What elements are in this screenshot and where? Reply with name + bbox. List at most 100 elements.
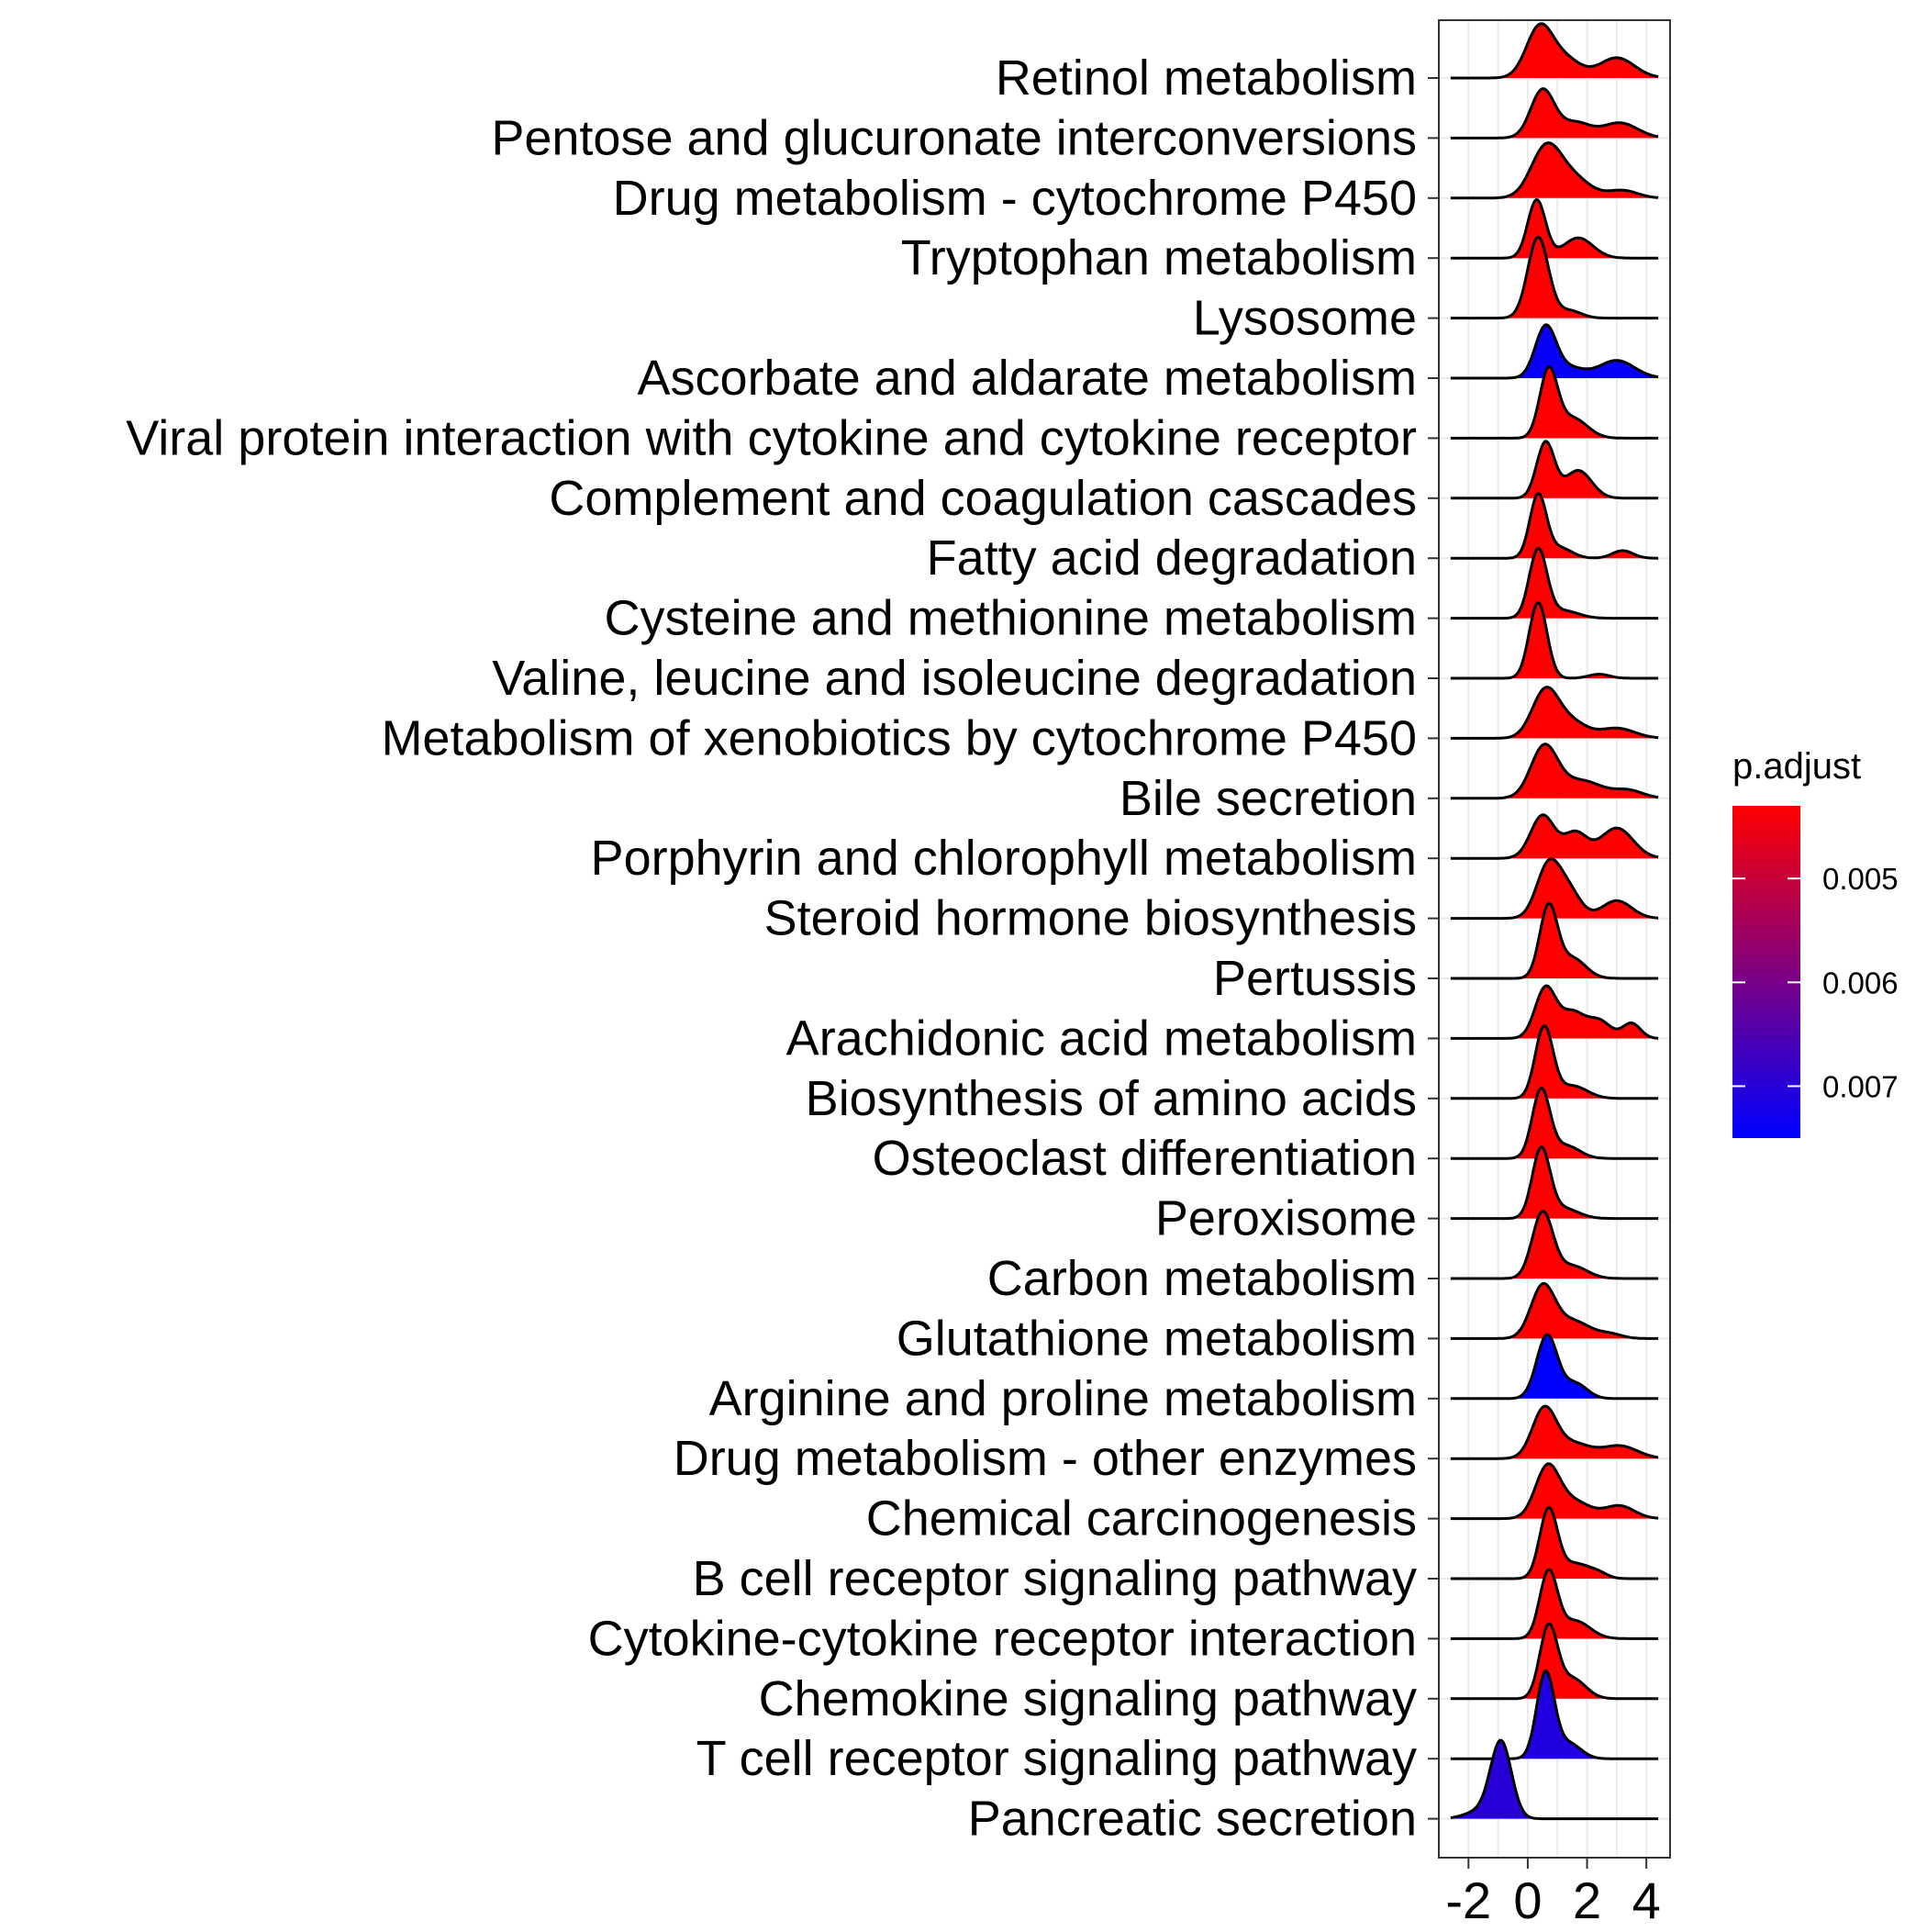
y-tick-label: Porphyrin and chlorophyll metabolism bbox=[591, 831, 1417, 886]
ridge-area bbox=[1450, 548, 1659, 619]
legend-title: p.adjust bbox=[1732, 746, 1861, 787]
x-tick-label: -2 bbox=[1445, 1871, 1491, 1927]
ridge-area bbox=[1450, 1740, 1659, 1819]
ridge-group bbox=[1450, 601, 1659, 680]
y-tick-label: Complement and coagulation cascades bbox=[549, 471, 1417, 526]
ridge-area bbox=[1450, 903, 1659, 978]
y-tick-label: Osteoclast differentiation bbox=[873, 1131, 1417, 1186]
y-tick-label: Bile secretion bbox=[1119, 771, 1417, 826]
ridge-outline bbox=[1450, 1333, 1659, 1401]
ridge-outline bbox=[1450, 440, 1659, 500]
ridge-group bbox=[1450, 236, 1659, 320]
y-tick-label: Pancreatic secretion bbox=[968, 1792, 1417, 1847]
ridge-outline bbox=[1450, 984, 1659, 1040]
ridge-outline bbox=[1450, 857, 1659, 921]
ridge-group bbox=[1450, 857, 1659, 921]
legend-tick-label: 0.006 bbox=[1822, 966, 1899, 1000]
ridge-outline bbox=[1450, 901, 1659, 980]
y-tick-label: Arachidonic acid metabolism bbox=[786, 1011, 1417, 1066]
y-tick-label: Retinol metabolism bbox=[996, 50, 1417, 106]
ridge-group bbox=[1450, 813, 1659, 860]
ridge-area bbox=[1450, 858, 1659, 919]
y-tick-label: Chemokine signaling pathway bbox=[759, 1671, 1417, 1726]
ridge-outline bbox=[1450, 87, 1659, 140]
ridge-area bbox=[1450, 441, 1659, 498]
ridge-group bbox=[1450, 491, 1659, 560]
x-tick-label: 0 bbox=[1513, 1871, 1542, 1927]
ridge-outline bbox=[1450, 546, 1659, 620]
ridge-area bbox=[1450, 1088, 1659, 1159]
y-tick-label: Cysteine and methionine metabolism bbox=[605, 591, 1417, 646]
ridge-outline bbox=[1450, 1505, 1659, 1580]
y-tick-label: Steroid hormone biosynthesis bbox=[764, 891, 1417, 946]
ridge-group bbox=[1450, 1023, 1659, 1100]
ridge-outline bbox=[1450, 198, 1659, 260]
ridge-outline bbox=[1450, 1209, 1659, 1280]
legend: p.adjust 0.005 0.006 0.007 bbox=[1732, 746, 1899, 1138]
ridge-outline bbox=[1450, 491, 1659, 560]
ridge-area bbox=[1450, 237, 1659, 318]
legend-colorbar bbox=[1732, 806, 1800, 1138]
y-tick-label: Ascorbate and aldarate metabolism bbox=[638, 351, 1417, 406]
ridge-outline bbox=[1450, 22, 1659, 80]
ridge-area bbox=[1450, 1569, 1659, 1639]
panel-border bbox=[1438, 19, 1671, 1859]
y-tick-label: Lysosome bbox=[1193, 291, 1417, 346]
ridge-group bbox=[1450, 1622, 1659, 1701]
ridge-area bbox=[1450, 1335, 1659, 1399]
ridge-area bbox=[1450, 1463, 1659, 1519]
y-tick-label: Glutathione metabolism bbox=[897, 1311, 1417, 1366]
ridge-group bbox=[1450, 440, 1659, 500]
y-tick-label: Tryptophan metabolism bbox=[901, 230, 1417, 285]
ridge-group bbox=[1450, 1209, 1659, 1280]
ridge-group bbox=[1450, 901, 1659, 980]
ridge-area bbox=[1450, 814, 1659, 859]
ridge-group bbox=[1450, 743, 1659, 800]
ridge-outline bbox=[1450, 1281, 1659, 1340]
ridge-area bbox=[1450, 493, 1659, 559]
x-tick-label: 4 bbox=[1632, 1871, 1661, 1927]
ridge-outline bbox=[1450, 1404, 1659, 1460]
y-tick-label: Pertussis bbox=[1213, 951, 1417, 1006]
ridge-area bbox=[1450, 23, 1659, 78]
ridge-area bbox=[1450, 1670, 1659, 1759]
ridge-outline bbox=[1450, 1622, 1659, 1701]
ridge-group bbox=[1450, 1145, 1659, 1221]
y-tick-label: Carbon metabolism bbox=[987, 1251, 1417, 1306]
ridge-area bbox=[1450, 1283, 1659, 1339]
ridge-group bbox=[1450, 1333, 1659, 1401]
ridge-group bbox=[1450, 546, 1659, 620]
y-tick-label: Drug metabolism - other enzymes bbox=[674, 1431, 1417, 1486]
ridge-group bbox=[1450, 1281, 1659, 1340]
ridge-outline bbox=[1450, 1670, 1659, 1760]
ridge-group bbox=[1450, 323, 1659, 380]
y-tick-label: T cell receptor signaling pathway bbox=[696, 1731, 1417, 1786]
ridge-group bbox=[1450, 984, 1659, 1040]
ridge-outline bbox=[1450, 1145, 1659, 1221]
ridge-group bbox=[1450, 141, 1659, 200]
ridge-area bbox=[1450, 1507, 1659, 1579]
ridge-outline bbox=[1450, 1462, 1659, 1521]
ridge-outline bbox=[1450, 743, 1659, 800]
ridge-group bbox=[1450, 87, 1659, 140]
x-tick-label: 2 bbox=[1573, 1871, 1601, 1927]
ridge-group bbox=[1450, 198, 1659, 260]
y-tick-label: Biosynthesis of amino acids bbox=[806, 1071, 1417, 1126]
ridge-outline bbox=[1450, 323, 1659, 380]
ridge-group bbox=[1450, 1462, 1659, 1521]
ridge-group bbox=[1450, 686, 1659, 740]
ridge-group bbox=[1450, 1738, 1659, 1821]
ridge-outline bbox=[1450, 1086, 1659, 1160]
ridge-area bbox=[1450, 1406, 1659, 1459]
y-tick-label: Drug metabolism - cytochrome P450 bbox=[613, 171, 1417, 226]
x-axis: -2 0 2 4 bbox=[1445, 1858, 1661, 1929]
y-tick-label: Viral protein interaction with cytokine … bbox=[126, 410, 1417, 465]
ridge-outline bbox=[1450, 601, 1659, 680]
ridge-group bbox=[1450, 22, 1659, 80]
ridge-outline bbox=[1450, 813, 1659, 860]
ridge-outline bbox=[1450, 236, 1659, 320]
ridge-group bbox=[1450, 1404, 1659, 1460]
